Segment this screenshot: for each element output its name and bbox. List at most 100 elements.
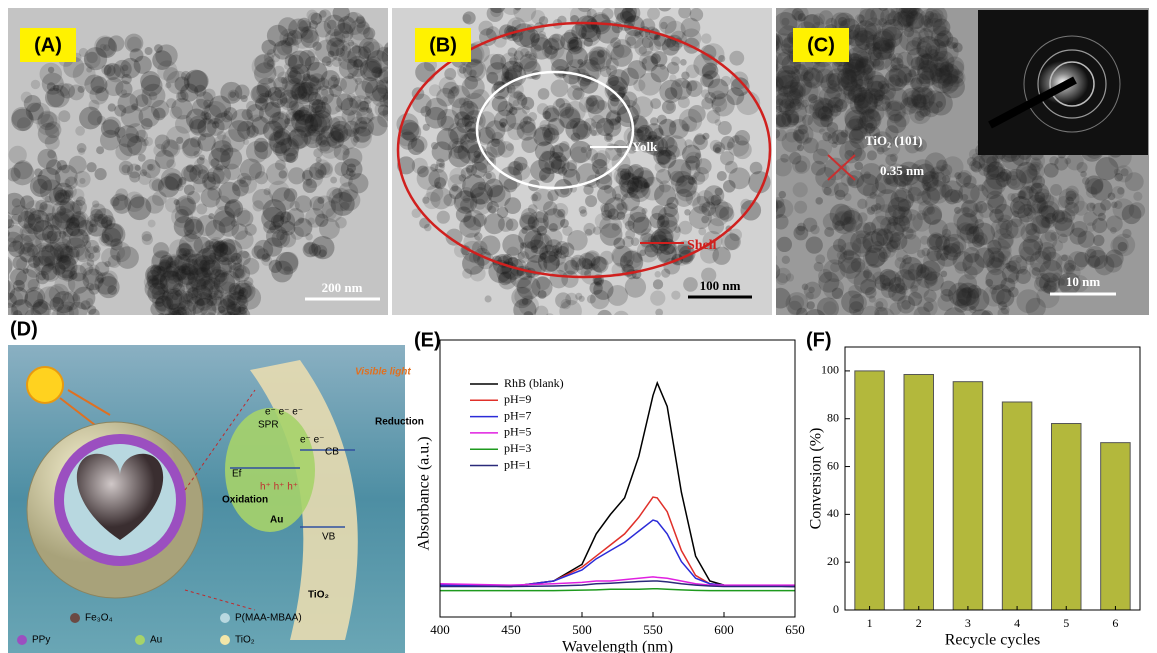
- spectrum: [440, 520, 795, 586]
- grain: [1110, 236, 1128, 254]
- bar: [953, 382, 983, 610]
- grain: [352, 69, 365, 82]
- schematic-text: SPR: [258, 420, 279, 431]
- legend-swatch: [70, 613, 80, 623]
- grain: [23, 268, 29, 274]
- plot-frame: [440, 340, 795, 617]
- grain: [71, 189, 84, 202]
- plot-frame: [845, 347, 1140, 610]
- grain: [313, 195, 336, 218]
- grain: [53, 85, 60, 92]
- grain: [104, 63, 121, 80]
- grain: [647, 7, 660, 20]
- grain: [277, 113, 284, 120]
- grain: [973, 333, 987, 347]
- grain: [165, 82, 171, 88]
- y-tick-label: 60: [827, 458, 839, 472]
- grain: [587, 295, 596, 304]
- y-axis-label: Conversion (%): [808, 428, 825, 530]
- grain: [166, 159, 176, 169]
- grain: [504, 197, 521, 214]
- grain: [63, 190, 72, 199]
- legend-swatch: [17, 635, 27, 645]
- grain: [940, 321, 957, 338]
- grain: [929, 324, 938, 333]
- grain: [291, 27, 313, 49]
- grain: [983, 285, 1005, 307]
- legend-label: TiO₂: [235, 635, 255, 646]
- grain: [710, 90, 726, 106]
- grain: [518, 252, 525, 259]
- grain: [1113, 198, 1135, 220]
- x-tick-label: 1: [867, 616, 873, 630]
- grain: [28, 210, 50, 232]
- legend-label: RhB (blank): [504, 376, 564, 390]
- grain: [622, 11, 633, 22]
- grain: [1086, 222, 1096, 232]
- grain: [888, 53, 896, 61]
- grain: [57, 192, 63, 198]
- spectrum: [440, 589, 795, 591]
- grain: [552, 143, 571, 162]
- grain: [809, 97, 833, 121]
- grain: [543, 0, 552, 8]
- grain: [960, 224, 980, 244]
- grain: [120, 58, 141, 79]
- grain: [775, 106, 782, 113]
- grain: [253, 200, 264, 211]
- grain: [498, 217, 513, 232]
- grain: [990, 315, 1012, 337]
- figure: Visible light e⁻ e⁻ e⁻ SPR Reduction e⁻ …: [0, 0, 1157, 653]
- grain: [567, 37, 582, 52]
- grain: [619, 173, 639, 193]
- grain: [1059, 188, 1080, 209]
- grain: [727, 142, 734, 149]
- grain: [620, 255, 627, 262]
- grain: [723, 180, 736, 193]
- grain: [0, 221, 4, 232]
- grain: [338, 182, 358, 202]
- grain: [774, 201, 782, 209]
- grain: [661, 269, 670, 278]
- grain: [852, 43, 871, 62]
- grain: [920, 94, 930, 104]
- grain: [45, 121, 62, 138]
- grain: [871, 228, 889, 246]
- grain: [0, 251, 4, 264]
- grain: [671, 56, 680, 65]
- grain: [862, 92, 868, 98]
- grain: [178, 91, 187, 100]
- panel-label: (B): [429, 34, 457, 56]
- grain: [1032, 175, 1045, 188]
- grain: [683, 277, 698, 292]
- grain: [625, 276, 646, 297]
- grain: [170, 106, 183, 119]
- x-tick-label: 5: [1063, 616, 1069, 630]
- schematic: Visible light e⁻ e⁻ e⁻ SPR Reduction e⁻ …: [8, 318, 424, 653]
- x-tick-label: 4: [1014, 616, 1020, 630]
- grain: [874, 298, 888, 312]
- grain: [500, 0, 513, 6]
- legend-label: P(MAA-MBAA): [235, 613, 302, 624]
- grain: [213, 210, 236, 233]
- grain: [585, 229, 592, 236]
- grain: [593, 226, 602, 235]
- grain: [597, 310, 612, 325]
- grain: [139, 106, 160, 127]
- grain: [915, 328, 926, 339]
- grain: [795, 226, 805, 236]
- grain: [953, 43, 963, 53]
- grain: [7, 167, 21, 181]
- spectrum: [440, 383, 795, 587]
- grain: [214, 112, 232, 130]
- grain: [875, 275, 891, 291]
- grain: [9, 146, 27, 164]
- grain: [815, 316, 828, 329]
- legend-label: Fe₃O₄: [85, 613, 113, 624]
- grain: [1005, 324, 1022, 341]
- grain: [955, 262, 967, 274]
- grain: [0, 225, 5, 232]
- grain: [168, 321, 179, 332]
- y-tick-label: 20: [827, 554, 839, 568]
- grain: [355, 17, 366, 28]
